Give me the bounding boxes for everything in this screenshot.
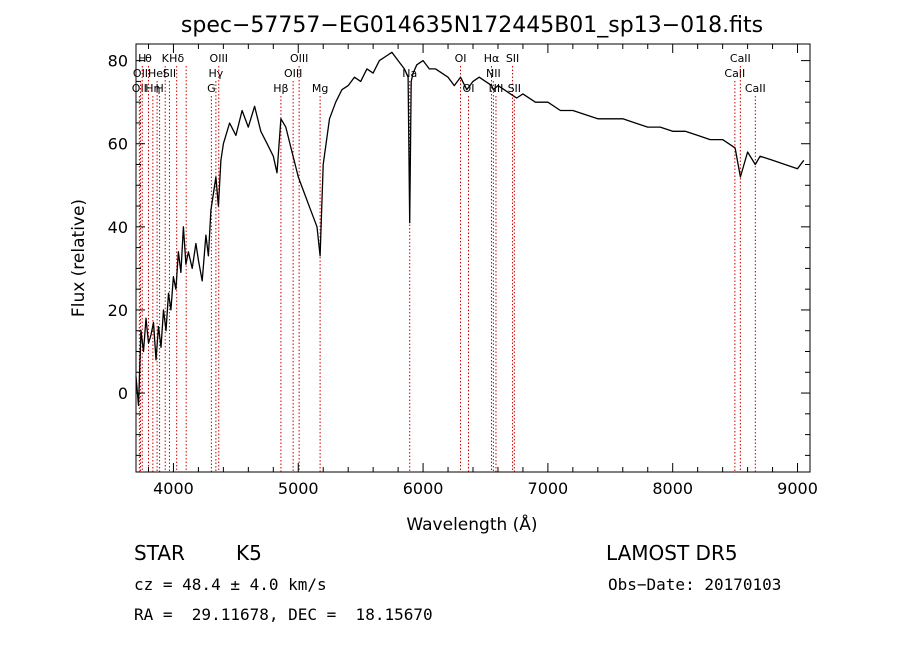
spectral-line-label: Na <box>402 67 417 80</box>
spectral-line-label: OIII <box>210 52 228 65</box>
observation-date: Obs−Date: 20170103 <box>608 575 782 594</box>
spectrum-series <box>135 51 805 407</box>
spectral-line-label: NII <box>486 67 501 80</box>
spectral-line-label: θ <box>145 52 152 65</box>
spectral-line-label: OIII <box>290 52 308 65</box>
y-axis-label: Flux (relative) <box>69 199 89 317</box>
spectral-line-label: OIII <box>284 67 302 80</box>
chart-title: spec−57757−EG014635N172445B01_sp13−018.f… <box>181 13 763 38</box>
spectral-line-label: H <box>155 82 163 95</box>
object-subclass: K5 <box>236 541 262 565</box>
spectral-line-label: CaII <box>745 82 766 95</box>
spectral-line-label: Hβ <box>273 82 288 95</box>
spectral-line-label: CaII <box>730 52 751 65</box>
spectral-line-label: SII <box>506 52 519 65</box>
spectral-line-label: NII <box>489 82 504 95</box>
plot-frame <box>135 43 811 473</box>
spectral-line-label: K <box>162 52 170 65</box>
redshift-readout: cz = 48.4 ± 4.0 km/s <box>134 575 327 594</box>
spectral-line-label: Mg <box>312 82 328 95</box>
x-tick-label: 4000 <box>153 479 194 498</box>
spectral-line-label: OII <box>133 67 148 80</box>
spectral-line-label: SII <box>508 82 521 95</box>
spectral-line-label: Hδ <box>169 52 184 65</box>
spectral-line-label: G <box>207 82 216 95</box>
spectral-line-label: CaII <box>724 67 745 80</box>
y-tick-label: 60 <box>108 135 128 154</box>
y-tick-label: 40 <box>108 218 128 237</box>
x-tick-label: 9000 <box>777 479 818 498</box>
spectral-line-label: H <box>138 52 146 65</box>
x-tick-label: 5000 <box>278 479 319 498</box>
spectral-line-markers: OIIOIIHθHηHelHKSIIHδGHγOIIIHβOIIIOIIIMgN… <box>132 52 766 472</box>
y-tick-label: 80 <box>108 52 128 71</box>
survey-name: LAMOST DR5 <box>606 541 738 565</box>
y-tick-label: 20 <box>108 301 128 320</box>
y-tick-label: 0 <box>118 384 128 403</box>
spectral-line-label: Hγ <box>208 67 223 80</box>
spectral-line-label: Hα <box>484 52 500 65</box>
spectral-line-label: Hel <box>148 67 166 80</box>
x-axis-label: Wavelength (Å) <box>406 513 537 535</box>
spectral-line-label: SII <box>163 67 176 80</box>
x-tick-label: 6000 <box>403 479 444 498</box>
axis-ticks: 4000 5000 6000 7000 8000 9000 0 20 40 60 80 <box>108 44 818 498</box>
coordinates-readout: RA = 29.11678, DEC = 18.15670 <box>134 605 433 624</box>
x-tick-label: 8000 <box>652 479 693 498</box>
spectrum-line <box>135 51 805 407</box>
object-class: STAR <box>134 541 185 565</box>
spectral-line-label: OI <box>455 52 467 65</box>
x-tick-label: 7000 <box>528 479 569 498</box>
